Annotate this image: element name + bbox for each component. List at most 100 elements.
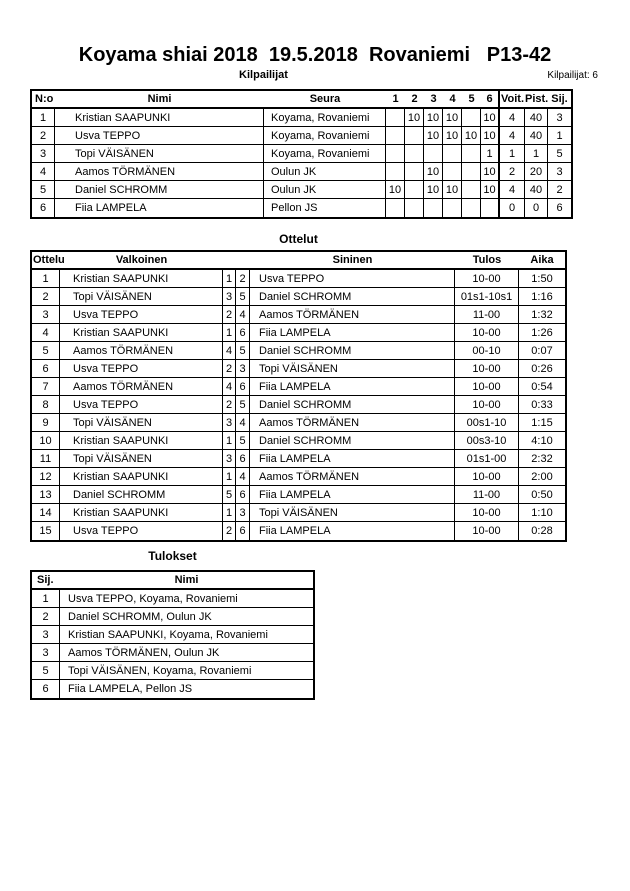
score-vs-4	[443, 145, 462, 163]
match-time: 1:50	[519, 270, 565, 288]
result-row: 3 Kristian SAAPUNKI, Koyama, Rovaniemi	[32, 626, 313, 644]
blue-player-number: 4	[236, 468, 250, 486]
match-time: 0:50	[519, 486, 565, 504]
blue-player-name: Fiia LAMPELA	[250, 522, 455, 540]
match-row: 10 Kristian SAAPUNKI 1 5 Daniel SCHROMM …	[32, 432, 565, 450]
score-vs-2	[405, 181, 424, 199]
matches-table: Ottelu Valkoinen Sininen Tulos Aika 1 Kr…	[30, 250, 567, 542]
match-number: 11	[32, 450, 60, 468]
match-number: 13	[32, 486, 60, 504]
white-player-number: 1	[223, 468, 236, 486]
blue-player-number: 4	[236, 414, 250, 432]
blue-player-name: Fiia LAMPELA	[250, 486, 455, 504]
header-result-name: Nimi	[60, 572, 313, 590]
white-player-name: Usva TEPPO	[60, 360, 223, 378]
match-number: 15	[32, 522, 60, 540]
result-row: 1 Usva TEPPO, Koyama, Rovaniemi	[32, 590, 313, 608]
header-wins: Voit.	[500, 91, 525, 109]
blue-player-name: Topi VÄISÄNEN	[250, 504, 455, 522]
competitor-wins: 1	[500, 145, 525, 163]
match-result: 10-00	[455, 396, 519, 414]
blue-player-name: Fiia LAMPELA	[250, 450, 455, 468]
score-vs-5	[462, 109, 481, 127]
match-result: 01s1-10s1	[455, 288, 519, 306]
result-rank: 3	[32, 644, 60, 662]
score-vs-2	[405, 163, 424, 181]
white-player-name: Usva TEPPO	[60, 396, 223, 414]
competitor-name: Aamos TÖRMÄNEN	[55, 163, 264, 181]
match-row: 2 Topi VÄISÄNEN 3 5 Daniel SCHROMM 01s1-…	[32, 288, 565, 306]
competitor-club: Pellon JS	[264, 199, 386, 217]
header-no: N:o	[32, 91, 55, 109]
score-vs-4	[443, 199, 462, 217]
header-club: Seura	[264, 91, 386, 109]
header-white: Valkoinen	[60, 252, 223, 270]
match-row: 1 Kristian SAAPUNKI 1 2 Usva TEPPO 10-00…	[32, 270, 565, 288]
match-row: 12 Kristian SAAPUNKI 1 4 Aamos TÖRMÄNEN …	[32, 468, 565, 486]
competitor-club: Koyama, Rovaniemi	[264, 145, 386, 163]
blue-player-number: 6	[236, 324, 250, 342]
score-vs-1	[386, 145, 405, 163]
result-rank: 1	[32, 590, 60, 608]
blue-player-name: Fiia LAMPELA	[250, 378, 455, 396]
competitor-wins: 2	[500, 163, 525, 181]
match-number: 1	[32, 270, 60, 288]
blue-player-number: 5	[236, 342, 250, 360]
header-game-4: 4	[443, 91, 462, 109]
match-number: 12	[32, 468, 60, 486]
result-rank: 5	[32, 662, 60, 680]
match-time: 4:10	[519, 432, 565, 450]
result-name: Fiia LAMPELA, Pellon JS	[68, 683, 193, 695]
competitor-number: 6	[32, 199, 55, 217]
score-vs-6	[481, 199, 500, 217]
score-vs-4: 10	[443, 109, 462, 127]
competitors-header-row: N:o Nimi Seura 1 2 3 4 5 6 Voit. Pist. S…	[32, 91, 571, 109]
score-vs-2: 10	[405, 109, 424, 127]
match-row: 14 Kristian SAAPUNKI 1 3 Topi VÄISÄNEN 1…	[32, 504, 565, 522]
competitor-number: 3	[32, 145, 55, 163]
competitor-number: 1	[32, 109, 55, 127]
match-number: 9	[32, 414, 60, 432]
match-time: 1:32	[519, 306, 565, 324]
match-result: 10-00	[455, 378, 519, 396]
match-row: 13 Daniel SCHROMM 5 6 Fiia LAMPELA 11-00…	[32, 486, 565, 504]
blue-player-number: 5	[236, 432, 250, 450]
score-vs-4: 10	[443, 181, 462, 199]
white-player-name: Aamos TÖRMÄNEN	[60, 378, 223, 396]
match-row: 7 Aamos TÖRMÄNEN 4 6 Fiia LAMPELA 10-00 …	[32, 378, 565, 396]
competitor-row: 1 Kristian SAAPUNKI Koyama, Rovaniemi 10…	[32, 109, 571, 127]
competitor-number: 4	[32, 163, 55, 181]
blue-player-name: Daniel SCHROMM	[250, 288, 455, 306]
white-player-name: Usva TEPPO	[60, 306, 223, 324]
score-vs-6: 10	[481, 163, 500, 181]
white-player-number: 2	[223, 306, 236, 324]
blue-player-number: 3	[236, 360, 250, 378]
header-game-2: 2	[405, 91, 424, 109]
score-vs-1: 10	[386, 181, 405, 199]
white-player-name: Topi VÄISÄNEN	[60, 288, 223, 306]
result-name: Topi VÄISÄNEN, Koyama, Rovaniemi	[60, 662, 313, 680]
result-row: 2 Daniel SCHROMM, Oulun JK	[32, 608, 313, 626]
score-vs-2	[405, 145, 424, 163]
competitor-wins: 4	[500, 127, 525, 145]
blue-player-name: Fiia LAMPELA	[250, 324, 455, 342]
competitor-rank: 6	[556, 202, 563, 214]
competitor-points: 40	[525, 109, 548, 127]
blue-player-number: 6	[236, 450, 250, 468]
score-vs-3	[424, 199, 443, 217]
match-result: 11-00	[455, 306, 519, 324]
header-result-rank: Sij.	[32, 572, 60, 590]
score-vs-5: 10	[462, 127, 481, 145]
results-table: Sij. Nimi 1 Usva TEPPO, Koyama, Rovaniem…	[30, 570, 315, 700]
match-time: 0:28	[531, 525, 553, 537]
white-player-name: Kristian SAAPUNKI	[60, 468, 223, 486]
match-row: 11 Topi VÄISÄNEN 3 6 Fiia LAMPELA 01s1-0…	[32, 450, 565, 468]
competitor-points: 1	[525, 145, 548, 163]
header-name: Nimi	[55, 91, 264, 109]
white-player-number: 1	[223, 324, 236, 342]
competitors-table: N:o Nimi Seura 1 2 3 4 5 6 Voit. Pist. S…	[30, 89, 573, 219]
competitor-row: 2 Usva TEPPO Koyama, Rovaniemi 10 10 10 …	[32, 127, 571, 145]
white-player-number: 1	[223, 270, 236, 288]
white-player-number: 3	[223, 450, 236, 468]
match-time: 0:07	[519, 342, 565, 360]
